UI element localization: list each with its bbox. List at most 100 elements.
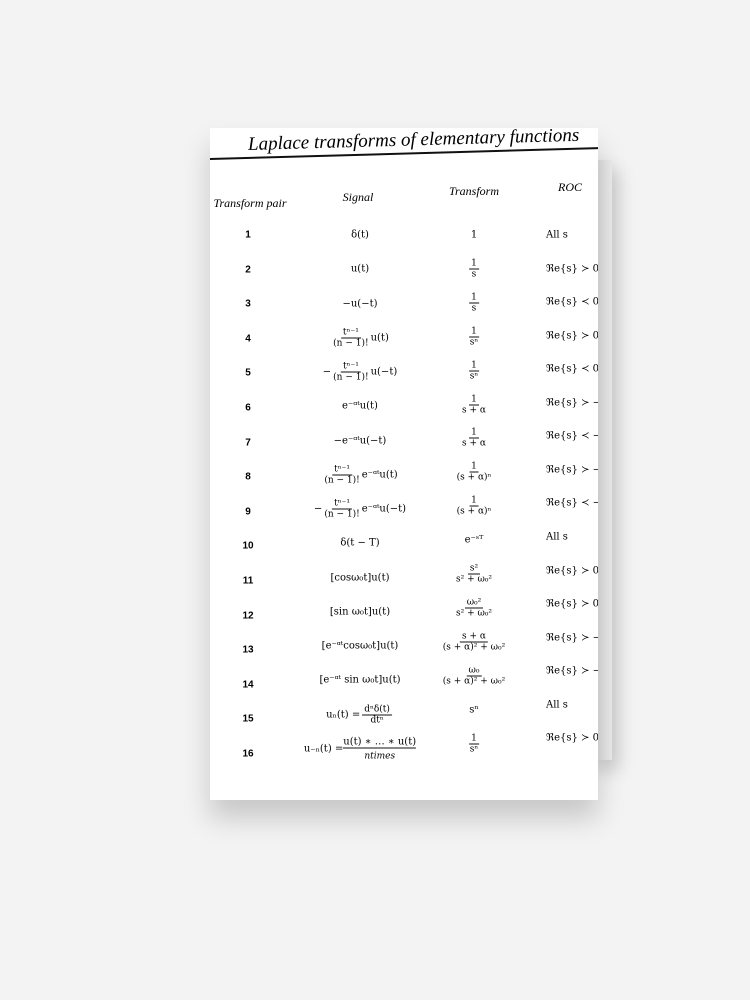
transform: 1 (s + α)ⁿ	[455, 496, 494, 517]
row-number: 3	[245, 298, 251, 310]
fraction: 1 sⁿ	[469, 360, 479, 381]
row-number: 12	[242, 610, 254, 622]
transform: 1 sⁿ	[467, 326, 481, 347]
math: δ(t)	[351, 229, 369, 241]
math: [cosω₀t]u(t)	[330, 572, 390, 583]
signal: u(t)	[351, 264, 369, 275]
transform: s + α (s + α)² + ω₀²	[441, 631, 507, 652]
denominator: s	[471, 303, 477, 314]
fraction: dⁿδ(t) dtⁿ	[362, 704, 392, 725]
row-number: 2	[245, 264, 251, 276]
roc: ℜe{s} ≺ − α	[546, 430, 598, 442]
numerator: dⁿδ(t)	[362, 704, 392, 715]
math: [sin ω₀t]u(t)	[329, 606, 391, 618]
column-header: Transform pair	[213, 196, 287, 210]
math: u(t)	[370, 332, 389, 344]
math: −	[322, 366, 332, 378]
signal: − tⁿ⁻¹ (n − 1)! u(−t)	[323, 362, 397, 383]
fraction: tⁿ⁻¹ (n − 1)!	[333, 327, 368, 348]
numerator: s²	[467, 563, 481, 575]
denominator: (s + α)² + ω₀²	[442, 676, 506, 687]
roc: All s	[546, 229, 568, 241]
denominator: (n − 1)!	[324, 509, 360, 520]
roc: ℜe{s} ≻ 0	[546, 330, 598, 342]
denominator: s² + ω₀²	[455, 608, 493, 619]
row-number: 1	[245, 229, 251, 241]
denominator: (n − 1)!	[333, 372, 369, 383]
math: u(−t)	[370, 366, 398, 378]
signal: u₋ₙ(t) = u(t) ∗ … ∗ u(t) ntimes	[304, 736, 417, 762]
fraction: ω₀ (s + α)² + ω₀²	[443, 665, 505, 686]
numerator: 1	[469, 326, 479, 338]
roc: ℜe{s} ≻ 0	[546, 732, 598, 744]
fraction: s + α (s + α)² + ω₀²	[443, 631, 505, 652]
fraction: 1 sⁿ	[469, 733, 479, 754]
underbrace: u(t) ∗ … ∗ u(t) ntimes	[343, 736, 417, 762]
underbrace-label: ntimes	[364, 751, 396, 762]
signal: tⁿ⁻¹ (n − 1)! e⁻ᵅᵗu(t)	[322, 464, 397, 485]
math: e⁻ˢᵀ	[464, 534, 484, 546]
math: sⁿ	[469, 704, 479, 716]
row-number: 8	[245, 471, 251, 483]
row-number: 10	[242, 540, 254, 552]
fraction: tⁿ⁻¹ (n − 1)!	[324, 464, 359, 485]
signal: [e⁻ᵅᵗ sin ω₀t]u(t)	[319, 675, 400, 686]
numerator: tⁿ⁻¹	[332, 498, 352, 510]
math: e⁻ᵅᵗu(−t)	[361, 503, 407, 515]
math: [e⁻ᵅᵗcosω₀t]u(t)	[321, 640, 399, 652]
numerator: ω₀²	[464, 597, 484, 609]
card: Laplace transforms of elementary functio…	[210, 128, 598, 800]
denominator: (s + α)ⁿ	[456, 506, 492, 517]
transform: 1 (s + α)ⁿ	[455, 462, 494, 483]
math: δ(t − T)	[340, 537, 380, 549]
transform: ω₀ (s + α)² + ω₀²	[441, 665, 507, 686]
column-header: Signal	[342, 190, 374, 204]
roc: ℜe{s} ≻ − α	[546, 632, 598, 644]
transform: sⁿ	[469, 704, 478, 715]
denominator: sⁿ	[469, 371, 479, 382]
math: e⁻ᵅᵗu(t)	[342, 400, 378, 412]
roc: ℜe{s} ≺ 0	[546, 363, 598, 375]
math: −u(−t)	[342, 298, 378, 309]
numerator: 1	[469, 360, 479, 372]
row-number: 4	[245, 333, 251, 345]
signal: −e⁻ᵅᵗu(−t)	[334, 435, 387, 446]
transform: s² s² + ω₀²	[454, 564, 494, 585]
column-header: ROC	[558, 180, 582, 194]
row-number: 15	[242, 713, 254, 725]
denominator: (s + α)ⁿ	[456, 472, 492, 483]
row-number: 11	[242, 575, 254, 587]
numerator: 1	[469, 733, 479, 744]
transform: ω₀² s² + ω₀²	[454, 597, 494, 618]
signal: [e⁻ᵅᵗcosω₀t]u(t)	[322, 641, 399, 652]
fraction: tⁿ⁻¹ (n − 1)!	[324, 499, 359, 520]
roc: ℜe{s} ≻ 0	[546, 565, 598, 576]
transform: e⁻ˢᵀ	[465, 535, 484, 546]
fraction: 1 sⁿ	[469, 326, 479, 347]
numerator: 1	[469, 258, 479, 270]
numerator: tⁿ⁻¹	[340, 327, 361, 339]
roc: All s	[546, 531, 568, 543]
roc: ℜe{s} ≻ − α	[546, 397, 598, 409]
signal: [sin ω₀t]u(t)	[330, 606, 390, 617]
numerator: 1	[469, 461, 479, 473]
fraction: s² s² + ω₀²	[456, 564, 492, 585]
transform: 1 sⁿ	[467, 733, 481, 754]
numerator: s + α	[460, 631, 488, 643]
row-number: 5	[245, 367, 251, 379]
signal: tⁿ⁻¹ (n − 1)! u(t)	[331, 327, 389, 348]
roc: ℜe{s} ≺ − α	[546, 497, 598, 509]
row-number: 6	[245, 402, 251, 414]
denominator: (n − 1)!	[333, 338, 369, 349]
numerator: 1	[469, 427, 479, 439]
numerator: ω₀	[466, 665, 482, 677]
signal: [cosω₀t]u(t)	[331, 572, 390, 583]
roc: ℜe{s} ≻ 0	[546, 263, 598, 275]
numerator: 1	[469, 495, 479, 507]
math: u(t)	[350, 263, 370, 275]
